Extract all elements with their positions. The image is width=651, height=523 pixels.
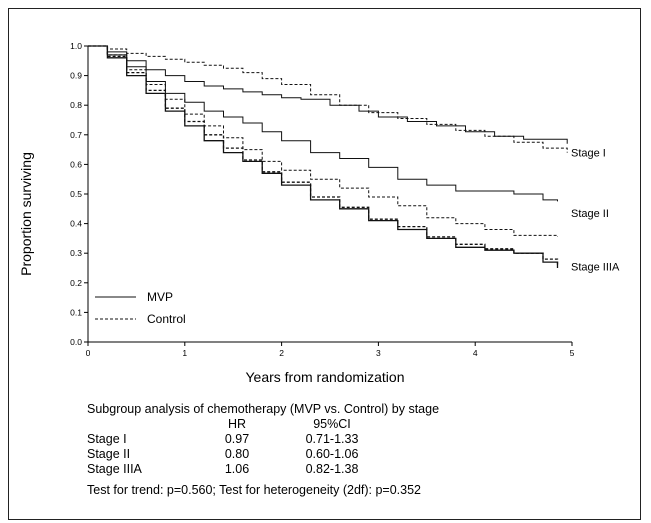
- y-axis-title: Proportion surviving: [11, 94, 41, 334]
- series-group-label: Stage II: [571, 208, 609, 220]
- series-line: [88, 45, 568, 144]
- table-header-ci: 95%CI: [313, 417, 351, 431]
- y-tick-label: 1.0: [70, 41, 82, 51]
- series-group-label: Stage IIIA: [571, 262, 620, 274]
- series-line: [88, 45, 559, 268]
- series-line: [88, 45, 558, 237]
- table-cell-ci: 0.82-1.38: [305, 462, 359, 476]
- y-axis-title-text: Proportion surviving: [18, 152, 34, 276]
- x-tick-label: 1: [182, 348, 187, 358]
- legend-label: Control: [147, 312, 186, 326]
- table-header-hr: HR: [227, 417, 247, 431]
- x-axis-title: Years from randomization: [245, 369, 404, 385]
- table-cell-hr: 0.80: [224, 447, 250, 461]
- y-tick-label: 0.2: [70, 278, 82, 288]
- table-cell-stage: Stage IIIA: [87, 462, 142, 476]
- y-tick-label: 0.8: [70, 100, 82, 110]
- x-tick-label: 0: [86, 348, 91, 358]
- series-group-label: Stage I: [571, 148, 606, 160]
- survival-plot: 0.0 0.1 0.2 0.3 0.4 0.5 0.6 0.7 0.8 0.9 1.0 0 1 2 3 4 5 Y…: [70, 41, 620, 385]
- y-tick-label: 0.1: [70, 307, 82, 317]
- table-cell-hr: 1.06: [224, 462, 250, 476]
- table-cell-ci: 0.60-1.06: [305, 447, 359, 461]
- table-cell-stage: Stage II: [87, 447, 131, 461]
- y-tick-label: 0.9: [70, 71, 82, 81]
- figure-frame: 0.0 0.1 0.2 0.3 0.4 0.5 0.6 0.7 0.8 0.9 1.0 0 1 2 3 4 5 Y…: [8, 8, 641, 520]
- x-tick-label: 2: [279, 348, 284, 358]
- series-line: [88, 45, 568, 153]
- x-tick-label: 3: [376, 348, 381, 358]
- table-title: Subgroup analysis of chemotherapy (MVP v…: [87, 402, 440, 416]
- table-cell-ci: 0.71-1.33: [305, 432, 359, 446]
- y-tick-label: 0.6: [70, 159, 82, 169]
- table-cell-hr: 0.97: [224, 432, 250, 446]
- x-tick-label: 5: [570, 348, 575, 358]
- y-tick-label: 0.4: [70, 219, 82, 229]
- y-tick-label: 0.5: [70, 189, 82, 199]
- y-tick-label: 0.0: [70, 337, 82, 347]
- series-line: [88, 45, 558, 202]
- y-tick-label: 0.3: [70, 248, 82, 258]
- series-line: [88, 45, 559, 265]
- legend-label: MVP: [147, 290, 173, 304]
- x-tick-label: 4: [473, 348, 478, 358]
- table-footer: Test for trend: p=0.560; Test for hetero…: [87, 483, 422, 497]
- table-cell-stage: Stage I: [87, 432, 127, 446]
- y-tick-label: 0.7: [70, 130, 82, 140]
